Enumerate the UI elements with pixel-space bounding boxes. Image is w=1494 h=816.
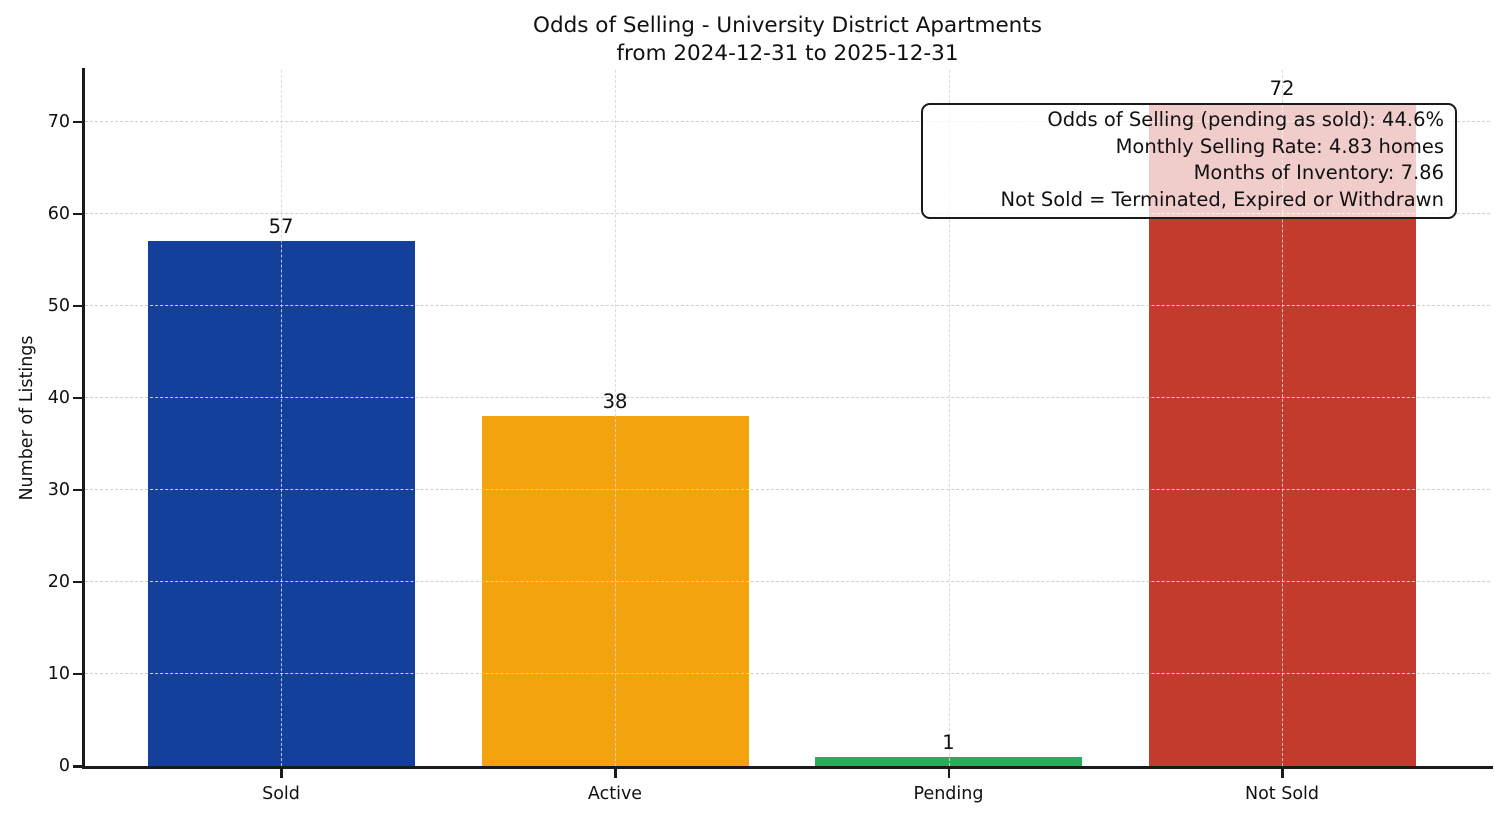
y-tick-mark — [73, 580, 82, 584]
x-tick-mark — [614, 769, 617, 778]
x-tick-mark — [280, 769, 283, 778]
h-gridline — [85, 580, 1490, 582]
stats-annotation-box: Odds of Selling (pending as sold): 44.6%… — [921, 103, 1457, 219]
chart-title: Odds of Selling - University District Ap… — [85, 12, 1490, 68]
annotation-odds-of-selling: Odds of Selling (pending as sold): 44.6% — [1047, 108, 1444, 131]
v-gridline — [281, 70, 282, 766]
y-tick-label: 50 — [47, 295, 70, 316]
y-tick-label: 70 — [47, 111, 70, 132]
annotation-not-sold-definition: Not Sold = Terminated, Expired or Withdr… — [1000, 187, 1444, 211]
bar-value-label: 57 — [268, 215, 294, 239]
x-tick-label: Not Sold — [1244, 784, 1320, 804]
y-tick-label: 40 — [47, 387, 70, 408]
bar-value-label: 72 — [1269, 77, 1295, 101]
bar-value-label: 38 — [602, 390, 628, 414]
chart-title-line1: Odds of Selling - University District Ap… — [533, 13, 1042, 38]
y-tick-mark — [73, 765, 82, 768]
v-gridline — [1282, 70, 1283, 766]
h-gridline — [85, 212, 1490, 214]
y-tick-label: 30 — [47, 479, 70, 500]
y-axis-label: Number of Listings — [17, 335, 37, 501]
y-tick-mark — [73, 304, 82, 308]
x-tick-label: Pending — [913, 784, 984, 804]
y-tick-label: 60 — [47, 203, 70, 224]
x-axis-spine — [82, 766, 1493, 769]
bar-value-label: 1 — [942, 730, 955, 754]
h-gridline — [85, 672, 1490, 674]
x-tick-mark — [1281, 769, 1284, 778]
x-tick-mark — [947, 769, 950, 778]
y-tick-label: 20 — [47, 571, 70, 592]
y-tick-label: 10 — [47, 663, 70, 684]
y-tick-mark — [73, 396, 82, 400]
annotation-months-of-inventory: Months of Inventory: 7.86 — [1193, 161, 1444, 184]
y-axis-spine — [82, 68, 85, 769]
h-gridline — [85, 304, 1490, 306]
y-tick-label: 0 — [58, 756, 70, 776]
x-tick-label: Active — [587, 784, 643, 804]
y-tick-mark — [73, 672, 82, 676]
h-gridline — [85, 396, 1490, 398]
annotation-monthly-selling-rate: Monthly Selling Rate: 4.83 homes — [1115, 134, 1444, 158]
v-gridline — [615, 70, 616, 766]
y-tick-mark — [73, 120, 82, 124]
h-gridline — [85, 488, 1490, 490]
chart-title-line2: from 2024-12-31 to 2025-12-31 — [616, 41, 959, 66]
h-gridline — [85, 120, 1490, 122]
x-tick-label: Sold — [262, 784, 300, 804]
v-gridline — [948, 70, 950, 766]
y-tick-mark — [73, 488, 82, 492]
y-tick-mark — [73, 212, 82, 216]
